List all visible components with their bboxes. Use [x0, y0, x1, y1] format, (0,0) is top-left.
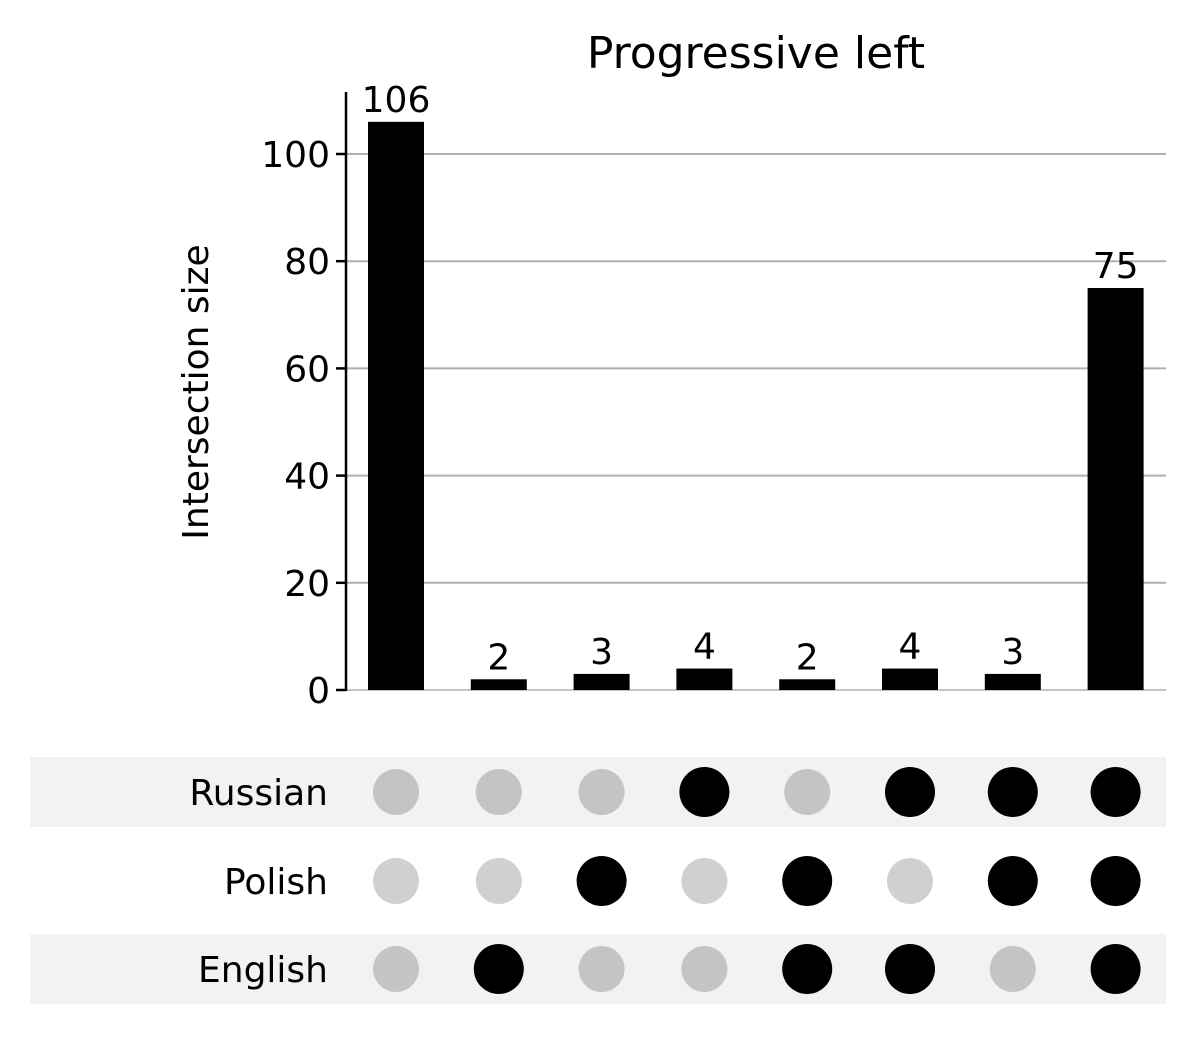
- chart-title: Progressive left: [587, 28, 925, 79]
- bar-3: [676, 668, 733, 690]
- dot-polish-6-active: [987, 856, 1038, 906]
- bar-5: [882, 668, 938, 690]
- bar-label-3: 4: [693, 627, 716, 668]
- dot-polish-5-inactive: [887, 858, 933, 904]
- bar-2: [573, 673, 630, 690]
- bar-label-4: 2: [796, 637, 819, 678]
- dot-english-4-active: [782, 944, 833, 994]
- membership-matrix: [373, 767, 1141, 994]
- dot-polish-0-inactive: [373, 858, 419, 904]
- dot-polish-4-active: [782, 856, 833, 906]
- dot-russian-7-active: [1090, 767, 1141, 817]
- dot-polish-7-active: [1090, 856, 1141, 906]
- y-tick-label-80: 80: [284, 242, 330, 283]
- bar-value-labels: 106 2 3 4 2 4 3 75: [362, 80, 1139, 678]
- dot-english-5-active: [885, 944, 935, 994]
- dot-russian-6-active: [987, 767, 1038, 817]
- dot-english-0-inactive: [373, 946, 419, 992]
- dot-russian-2-inactive: [578, 769, 625, 815]
- dot-russian-3-active: [679, 767, 730, 817]
- bar-label-7: 75: [1093, 246, 1139, 287]
- y-axis-label: Intersection size: [176, 244, 217, 539]
- y-axis: 0 20 40 60 80 100: [261, 92, 348, 712]
- dot-english-3-inactive: [681, 946, 728, 992]
- bar-4: [779, 679, 836, 690]
- dot-russian-0-inactive: [373, 769, 419, 815]
- dot-russian-5-active: [885, 767, 935, 817]
- dot-english-2-inactive: [578, 946, 625, 992]
- bar-0: [368, 121, 424, 691]
- set-label-russian: Russian: [189, 773, 328, 814]
- set-labels: Russian Polish English: [189, 773, 328, 991]
- bar-label-5: 4: [899, 627, 922, 668]
- y-tick-label-0: 0: [307, 671, 330, 712]
- bar-1: [470, 679, 527, 690]
- y-gridlines: [346, 153, 1166, 691]
- dot-russian-1-inactive: [475, 769, 522, 815]
- bar-label-2: 3: [590, 632, 613, 673]
- bar-label-6: 3: [1001, 632, 1024, 673]
- y-tick-label-40: 40: [284, 457, 330, 498]
- y-tick-label-60: 60: [284, 349, 330, 390]
- y-tick-label-20: 20: [284, 564, 330, 605]
- dot-polish-1-inactive: [475, 858, 522, 904]
- intersection-bars: [368, 121, 1144, 691]
- bar-6: [984, 673, 1041, 690]
- dot-english-7-active: [1090, 944, 1141, 994]
- y-tick-label-100: 100: [261, 135, 330, 176]
- dot-polish-3-inactive: [681, 858, 728, 904]
- bar-label-1: 2: [487, 637, 510, 678]
- dot-polish-2-active: [576, 856, 627, 906]
- set-label-english: English: [198, 950, 328, 991]
- set-label-polish: Polish: [224, 862, 328, 903]
- dot-russian-4-inactive: [784, 769, 831, 815]
- bar-7: [1087, 288, 1144, 690]
- dot-english-1-active: [473, 944, 524, 994]
- dot-english-6-inactive: [989, 946, 1036, 992]
- bar-label-0: 106: [362, 80, 431, 121]
